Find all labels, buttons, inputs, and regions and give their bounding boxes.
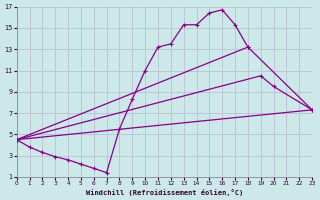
X-axis label: Windchill (Refroidissement éolien,°C): Windchill (Refroidissement éolien,°C) <box>86 189 243 196</box>
